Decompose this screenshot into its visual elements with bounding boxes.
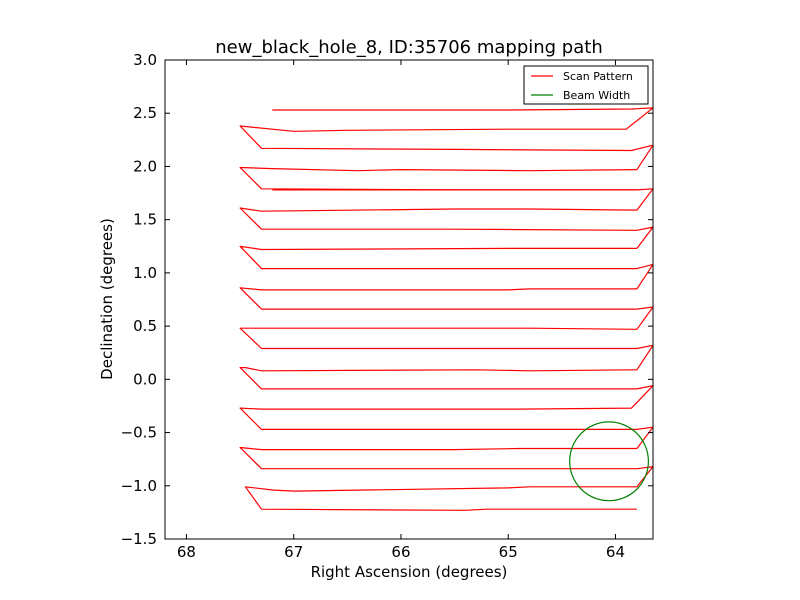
y-tick-label: 1.0 <box>133 264 157 282</box>
plot-area <box>165 60 653 539</box>
x-axis-title: Right Ascension (degrees) <box>311 563 508 581</box>
y-tick-label: 3.0 <box>133 51 157 69</box>
y-tick-label: 0.5 <box>133 317 157 335</box>
x-tick-label: 65 <box>499 543 518 561</box>
x-tick-label: 67 <box>284 543 303 561</box>
y-tick-label: 2.5 <box>133 104 157 122</box>
scan-pattern-path-0 <box>239 188 654 511</box>
beam-width-circle <box>569 421 650 502</box>
y-axis-title: Declination (degrees) <box>98 218 116 380</box>
y-tick-label: 1.5 <box>133 211 157 229</box>
x-axis-ticks: 68 67 66 65 64 <box>177 60 625 561</box>
y-axis-ticks: 3.0 2.5 2.0 1.5 1.0 0.5 0.0 −0.5 −1.0 −1.5 <box>121 51 653 548</box>
legend-beam-label: Beam Width <box>563 89 630 102</box>
y-tick-label: −1.5 <box>121 530 157 548</box>
x-tick-label: 64 <box>606 543 625 561</box>
x-tick-label: 66 <box>391 543 410 561</box>
legend-box <box>523 65 649 105</box>
y-tick-label: −0.5 <box>121 424 157 442</box>
y-tick-label: 0.0 <box>133 370 157 388</box>
plot-frame <box>164 59 654 540</box>
chart-title: new_black_hole_8, ID:35706 mapping path <box>215 37 602 58</box>
legend: Scan Pattern Beam Width <box>523 65 649 105</box>
y-tick-label: 2.0 <box>133 157 157 175</box>
y-tick-label: −1.0 <box>121 477 157 495</box>
scan-pattern-lines <box>239 107 654 511</box>
x-tick-label: 68 <box>177 543 196 561</box>
scan-pattern-path-1 <box>239 107 654 191</box>
legend-scan-label: Scan Pattern <box>563 70 633 83</box>
